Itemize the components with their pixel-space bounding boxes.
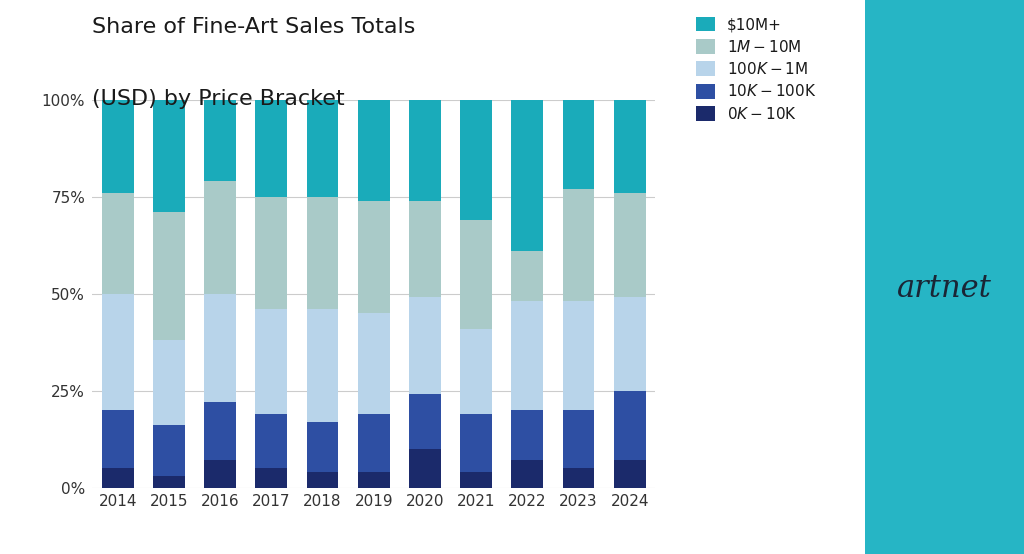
Bar xyxy=(358,201,390,313)
Legend: $10M+, $1M-$10M, $100K-$1M, $10K-$100K, $0K-$10K: $10M+, $1M-$10M, $100K-$1M, $10K-$100K, … xyxy=(696,17,816,122)
Bar xyxy=(410,297,441,394)
Bar xyxy=(563,301,594,410)
Bar xyxy=(512,251,544,301)
Bar xyxy=(154,476,184,488)
Bar xyxy=(358,472,390,488)
Bar xyxy=(358,313,390,414)
Bar xyxy=(101,100,133,193)
Bar xyxy=(563,410,594,468)
Bar xyxy=(256,414,287,468)
Bar xyxy=(358,100,390,201)
Bar xyxy=(205,294,236,402)
Bar xyxy=(461,100,493,220)
Bar xyxy=(101,193,133,294)
Bar xyxy=(512,410,544,460)
Bar xyxy=(613,297,645,391)
Bar xyxy=(613,460,645,488)
Bar xyxy=(205,402,236,460)
Bar xyxy=(154,100,184,212)
Bar xyxy=(358,414,390,472)
Bar xyxy=(410,100,441,201)
Bar xyxy=(512,100,544,251)
Bar xyxy=(256,197,287,309)
Bar xyxy=(256,468,287,488)
Bar xyxy=(101,468,133,488)
Bar xyxy=(307,422,338,472)
Bar xyxy=(101,410,133,468)
Bar xyxy=(613,100,645,193)
Bar xyxy=(613,193,645,297)
Bar xyxy=(101,294,133,410)
Bar xyxy=(563,189,594,301)
Bar xyxy=(256,100,287,197)
Bar xyxy=(613,391,645,460)
Bar xyxy=(410,201,441,297)
Bar xyxy=(307,100,338,197)
Bar xyxy=(512,460,544,488)
Bar xyxy=(154,340,184,425)
Bar xyxy=(461,472,493,488)
Bar xyxy=(205,181,236,294)
Bar xyxy=(205,100,236,181)
Bar xyxy=(410,449,441,488)
Bar xyxy=(461,220,493,329)
Bar xyxy=(307,197,338,309)
Bar xyxy=(512,301,544,410)
Text: artnet: artnet xyxy=(897,273,992,304)
Bar xyxy=(410,394,441,449)
Text: (USD) by Price Bracket: (USD) by Price Bracket xyxy=(92,89,345,109)
Text: Share of Fine-Art Sales Totals: Share of Fine-Art Sales Totals xyxy=(92,17,416,37)
Bar xyxy=(461,414,493,472)
Bar xyxy=(256,309,287,414)
Bar xyxy=(205,460,236,488)
Bar xyxy=(563,100,594,189)
Bar xyxy=(307,309,338,422)
Bar xyxy=(307,472,338,488)
Bar xyxy=(154,425,184,476)
Bar xyxy=(563,468,594,488)
Bar xyxy=(461,329,493,414)
Bar xyxy=(154,212,184,340)
